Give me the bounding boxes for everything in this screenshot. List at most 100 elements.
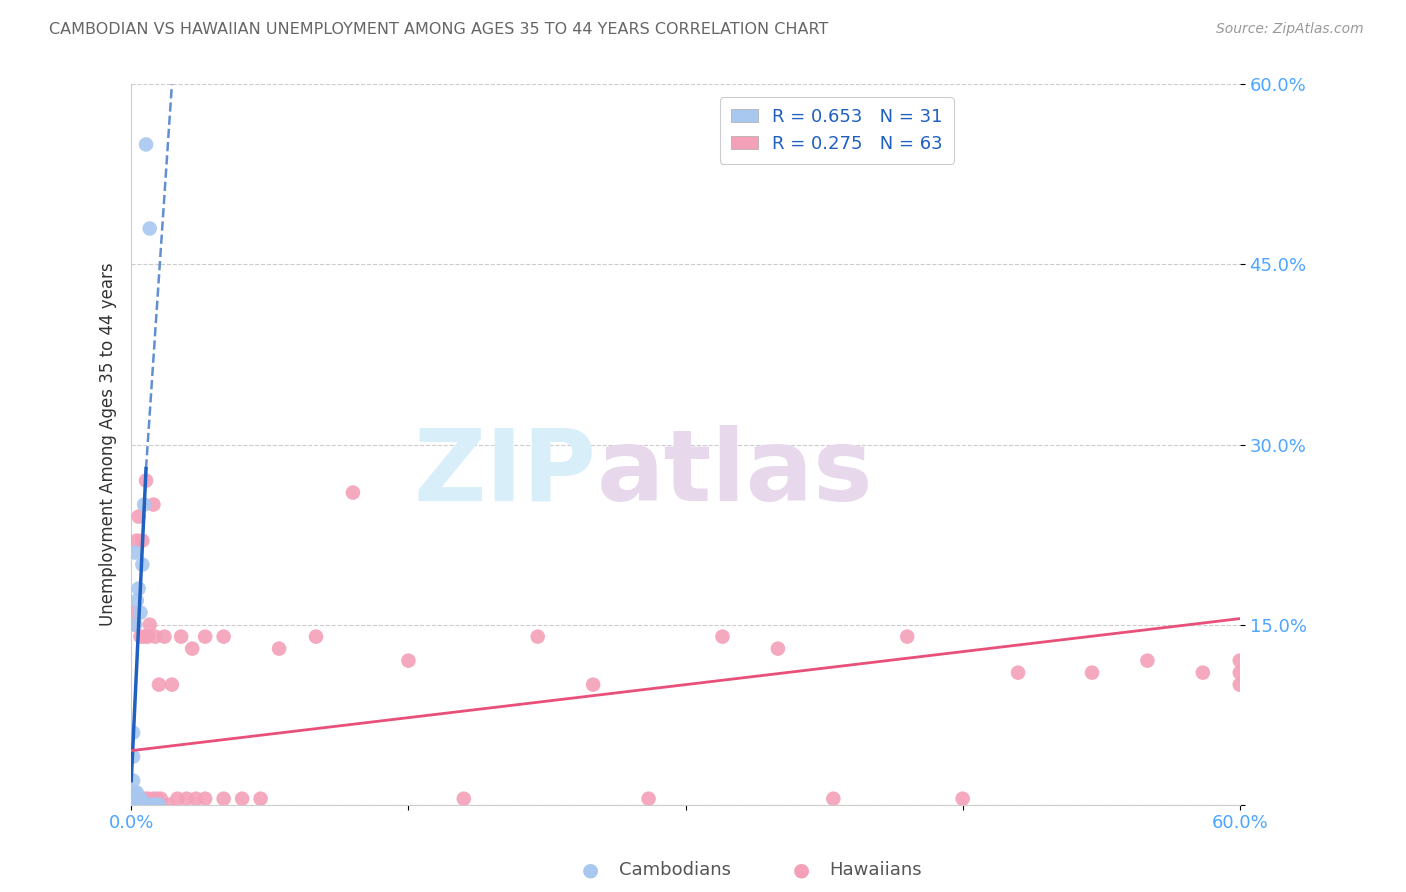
Y-axis label: Unemployment Among Ages 35 to 44 years: Unemployment Among Ages 35 to 44 years: [100, 263, 117, 626]
Point: [128, 509, 150, 524]
Point: [166, 791, 188, 805]
Point: [896, 630, 918, 644]
Point: [129, 791, 152, 805]
Text: Hawaiians: Hawaiians: [830, 861, 922, 879]
Point: [305, 630, 328, 644]
Point: [124, 786, 146, 800]
Point: [129, 606, 152, 620]
Point: [194, 630, 217, 644]
Text: ●: ●: [582, 860, 599, 880]
Point: [136, 797, 159, 812]
Point: [181, 641, 204, 656]
Point: [823, 791, 845, 805]
Point: [637, 791, 659, 805]
Point: [122, 797, 145, 812]
Point: [124, 546, 146, 560]
Point: [124, 617, 146, 632]
Point: [1081, 665, 1104, 680]
Point: [124, 791, 146, 805]
Point: [170, 630, 193, 644]
Point: [131, 558, 153, 572]
Point: [128, 791, 150, 805]
Point: [128, 791, 150, 805]
Point: [129, 797, 152, 812]
Point: [124, 617, 146, 632]
Point: [135, 474, 157, 488]
Point: [148, 797, 170, 812]
Point: [231, 791, 253, 805]
Point: [135, 137, 157, 152]
Point: [952, 791, 974, 805]
Point: [157, 797, 180, 812]
Point: [122, 725, 145, 739]
Point: [249, 791, 271, 805]
Point: [143, 630, 166, 644]
Point: [131, 533, 153, 548]
Text: ZIP: ZIP: [413, 425, 596, 522]
Point: [142, 791, 165, 805]
Point: [342, 485, 364, 500]
Text: Cambodians: Cambodians: [619, 861, 731, 879]
Point: [125, 797, 148, 812]
Point: [526, 630, 548, 644]
Point: [125, 797, 148, 812]
Point: [134, 498, 156, 512]
Point: [129, 630, 152, 644]
Point: [136, 630, 159, 644]
Point: [148, 797, 170, 812]
Point: [582, 678, 605, 692]
Point: [134, 797, 156, 812]
Text: atlas: atlas: [596, 425, 873, 522]
Point: [766, 641, 789, 656]
Legend: R = 0.653   N = 31, R = 0.275   N = 63: R = 0.653 N = 31, R = 0.275 N = 63: [720, 97, 953, 164]
Point: [138, 617, 160, 632]
Point: [135, 797, 157, 812]
Point: [124, 797, 146, 812]
Point: [396, 654, 419, 668]
Point: [212, 791, 235, 805]
Point: [153, 630, 176, 644]
Point: [212, 630, 235, 644]
Point: [1136, 654, 1159, 668]
Point: [125, 791, 148, 805]
Point: [1229, 665, 1251, 680]
Point: [1229, 678, 1251, 692]
Point: [124, 797, 146, 812]
Point: [122, 791, 145, 805]
Point: [131, 797, 153, 812]
Text: ●: ●: [793, 860, 810, 880]
Point: [134, 630, 156, 644]
Point: [148, 678, 170, 692]
Point: [122, 786, 145, 800]
Point: [146, 791, 169, 805]
Point: [176, 791, 198, 805]
Point: [711, 630, 734, 644]
Point: [125, 593, 148, 607]
Point: [138, 797, 160, 812]
Text: Source: ZipAtlas.com: Source: ZipAtlas.com: [1216, 22, 1364, 37]
Point: [138, 221, 160, 235]
Point: [141, 797, 163, 812]
Point: [125, 533, 148, 548]
Point: [136, 791, 159, 805]
Point: [131, 797, 153, 812]
Point: [160, 678, 183, 692]
Point: [128, 797, 150, 812]
Point: [194, 791, 217, 805]
Point: [134, 791, 156, 805]
Point: [129, 797, 152, 812]
Point: [129, 791, 152, 805]
Point: [143, 797, 166, 812]
Point: [1192, 665, 1215, 680]
Point: [142, 498, 165, 512]
Point: [184, 791, 207, 805]
Point: [122, 606, 145, 620]
Point: [267, 641, 290, 656]
Point: [122, 749, 145, 764]
Point: [122, 773, 145, 788]
Point: [135, 797, 157, 812]
Point: [453, 791, 475, 805]
Point: [1229, 654, 1251, 668]
Point: [128, 582, 150, 596]
Text: CAMBODIAN VS HAWAIIAN UNEMPLOYMENT AMONG AGES 35 TO 44 YEARS CORRELATION CHART: CAMBODIAN VS HAWAIIAN UNEMPLOYMENT AMONG…: [49, 22, 828, 37]
